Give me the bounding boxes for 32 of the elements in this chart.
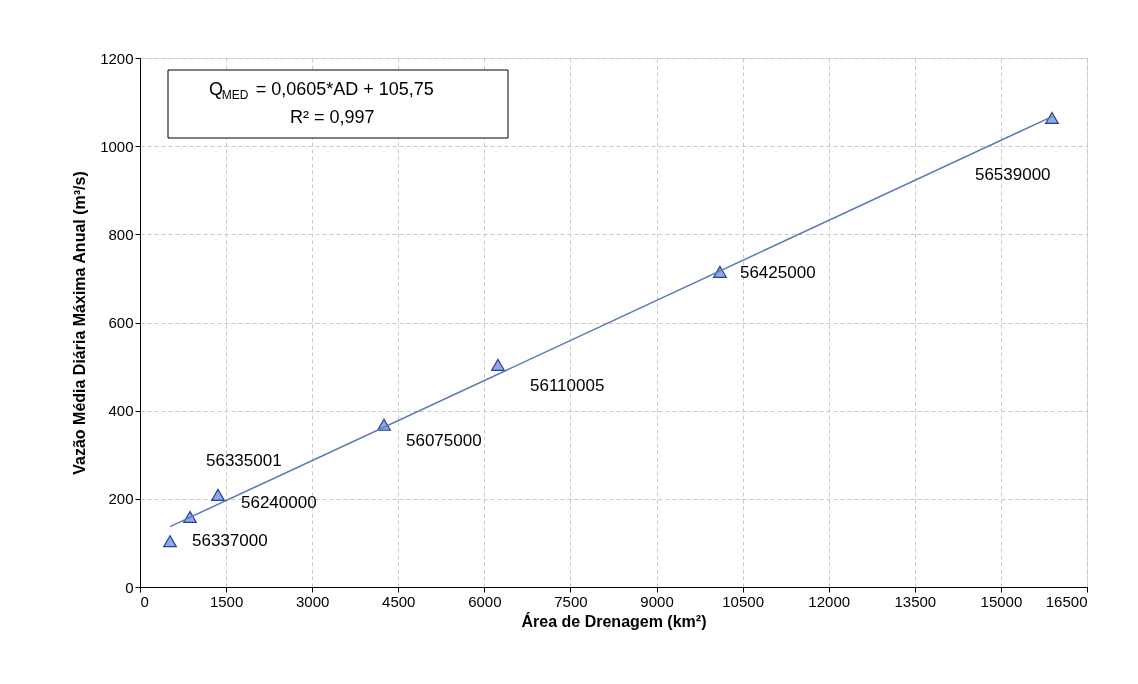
x-axis-title: Área de Drenagem (km²) bbox=[521, 611, 707, 630]
y-axis-title: Vazão Média Diária Máxima Anual (m³/s) bbox=[71, 171, 89, 475]
annotation: 56335001 bbox=[206, 450, 282, 470]
x-tick-label: 7500 bbox=[554, 592, 588, 610]
point bbox=[491, 358, 505, 371]
y-tick-label: 200 bbox=[108, 490, 134, 508]
annotation: 56337000 bbox=[192, 531, 268, 551]
point bbox=[211, 488, 225, 501]
x-tick-label: 1500 bbox=[209, 592, 244, 610]
y-tick-label: 0 bbox=[125, 578, 134, 596]
y-tick-label: 1000 bbox=[100, 137, 134, 155]
x-tick-label: 4500 bbox=[382, 592, 416, 610]
x-tick-label: 13500 bbox=[894, 592, 937, 610]
x-tick-label: 6000 bbox=[468, 592, 502, 610]
annotation: 56110005 bbox=[529, 375, 605, 395]
annotation: 56539000 bbox=[974, 164, 1051, 184]
y-tick-label: 1200 bbox=[100, 49, 134, 67]
annotation: 56240000 bbox=[240, 492, 317, 512]
x-tick-label: 0 bbox=[140, 592, 149, 610]
x-tick-label: 9000 bbox=[640, 592, 674, 610]
y-tick-label: 600 bbox=[108, 314, 134, 331]
annotation: 56425000 bbox=[739, 262, 816, 282]
x-tick-label: 16500 bbox=[1045, 592, 1088, 610]
y-tick-label: 800 bbox=[108, 225, 134, 243]
point bbox=[163, 535, 177, 548]
annotation: R² = 0,997 bbox=[290, 107, 375, 127]
x-tick-label: 15000 bbox=[980, 592, 1023, 610]
x-tick-label: 10500 bbox=[722, 592, 764, 610]
y-tick-label: 400 bbox=[108, 402, 134, 420]
annotation: 56075000 bbox=[405, 430, 482, 450]
x-tick-label: 12000 bbox=[808, 592, 851, 610]
x-tick-label: 3000 bbox=[295, 592, 330, 610]
